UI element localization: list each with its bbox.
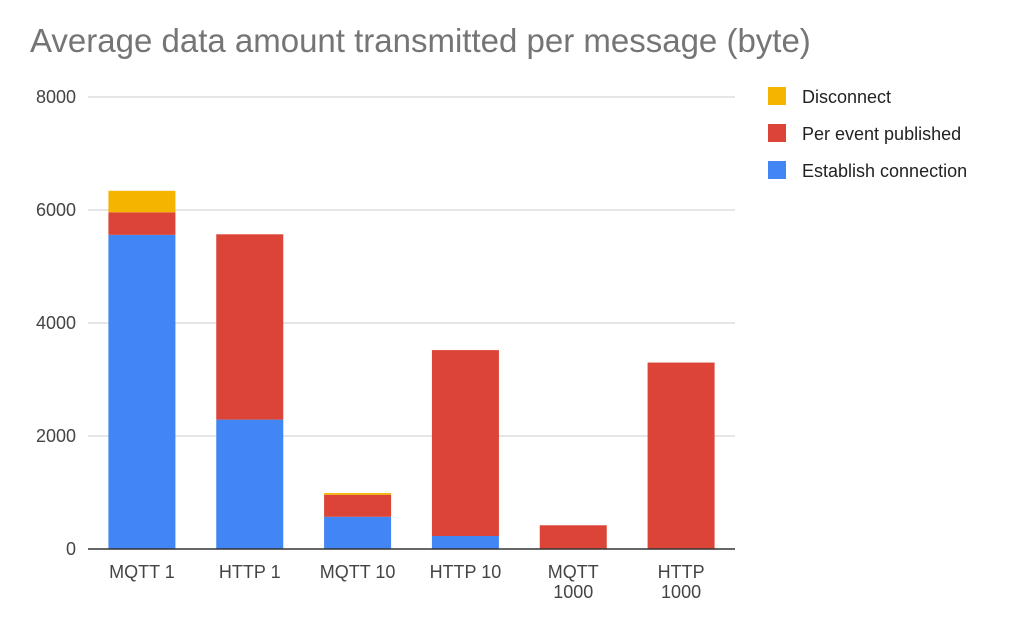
legend-label: Disconnect	[802, 87, 891, 107]
x-tick-label: HTTP	[658, 562, 705, 582]
x-tick-label: HTTP 1	[219, 562, 281, 582]
legend-swatch	[768, 87, 786, 105]
bar-segment	[324, 516, 392, 549]
y-tick-label: 6000	[36, 200, 76, 220]
bar-segment	[216, 234, 284, 420]
x-tick-label: 1000	[661, 582, 701, 602]
legend-swatch	[768, 161, 786, 179]
legend-label: Establish connection	[802, 161, 967, 181]
y-tick-label: 8000	[36, 87, 76, 107]
x-tick-label: MQTT	[548, 562, 599, 582]
chart-title: Average data amount transmitted per mess…	[30, 22, 811, 59]
bar-segment	[324, 493, 392, 495]
bar-segment	[431, 350, 499, 537]
bar-segment	[647, 362, 715, 549]
bar-segment	[539, 525, 607, 549]
legend-swatch	[768, 124, 786, 142]
x-tick-label: HTTP 10	[430, 562, 502, 582]
bar-segment	[324, 494, 392, 517]
bar-segment	[216, 419, 284, 549]
bar-segment	[431, 536, 499, 549]
legend-label: Per event published	[802, 124, 961, 144]
x-tick-label: 1000	[553, 582, 593, 602]
y-tick-label: 0	[66, 539, 76, 559]
y-tick-label: 4000	[36, 313, 76, 333]
y-tick-label: 2000	[36, 426, 76, 446]
x-tick-label: MQTT 1	[109, 562, 175, 582]
bar-segment	[108, 212, 176, 235]
bar-segment	[108, 190, 176, 213]
x-tick-label: MQTT 10	[320, 562, 396, 582]
bar-segment	[108, 234, 176, 550]
